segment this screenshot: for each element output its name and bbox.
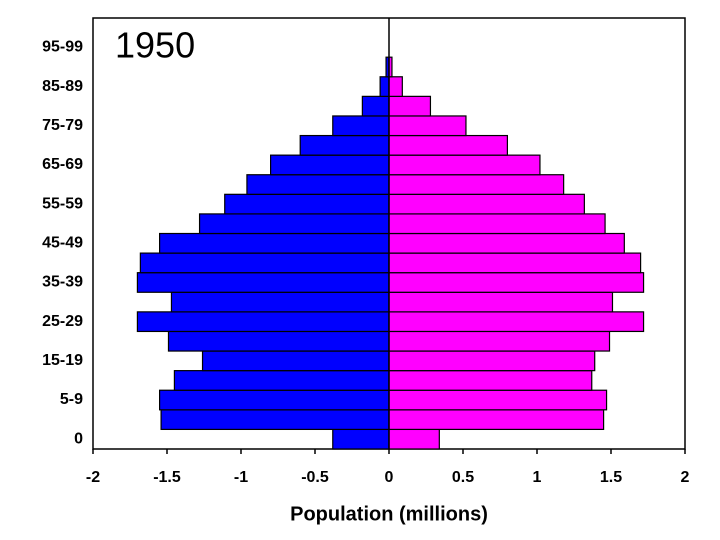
x-tick-label: 2 bbox=[681, 469, 690, 486]
bar bbox=[136, 311, 390, 333]
bar bbox=[388, 272, 645, 293]
x-tick-label: -0.5 bbox=[301, 469, 329, 486]
bar bbox=[246, 174, 390, 195]
bar bbox=[388, 370, 593, 391]
bar bbox=[299, 134, 390, 156]
bar bbox=[388, 154, 541, 176]
bar bbox=[388, 95, 432, 117]
bar bbox=[201, 350, 390, 372]
bar bbox=[388, 409, 605, 431]
bar bbox=[388, 134, 509, 156]
bar bbox=[388, 311, 645, 333]
bar bbox=[388, 428, 440, 450]
bar bbox=[270, 154, 390, 176]
x-tick-label: -2 bbox=[86, 469, 100, 486]
bar bbox=[159, 389, 390, 411]
x-tick-label: 1.5 bbox=[600, 469, 622, 486]
x-axis-label: Population (millions) bbox=[290, 503, 488, 525]
bar bbox=[198, 213, 390, 235]
bar bbox=[388, 350, 596, 372]
bar bbox=[173, 370, 390, 391]
bar bbox=[388, 232, 625, 254]
y-tick-label: 95-99 bbox=[42, 39, 83, 56]
y-tick-label: 5-9 bbox=[60, 391, 83, 408]
y-tick-label: 35-39 bbox=[42, 274, 83, 291]
bar bbox=[388, 193, 585, 215]
bars bbox=[136, 56, 645, 450]
bar bbox=[388, 330, 611, 352]
y-tick-label: 55-59 bbox=[42, 195, 83, 212]
x-tick-label: -1.5 bbox=[153, 469, 181, 486]
x-tick-label: 0.5 bbox=[452, 469, 474, 486]
bar bbox=[139, 252, 390, 274]
bar bbox=[224, 193, 390, 215]
y-tick-label: 85-89 bbox=[42, 78, 83, 95]
y-tick-label: 65-69 bbox=[42, 156, 83, 173]
y-tick-label: 75-79 bbox=[42, 117, 83, 134]
bar bbox=[388, 213, 606, 235]
y-tick-label: 45-49 bbox=[42, 235, 83, 252]
bar bbox=[388, 174, 565, 195]
bar bbox=[136, 272, 390, 293]
y-tick-label: 0 bbox=[74, 430, 83, 447]
bar bbox=[388, 291, 614, 313]
bar bbox=[167, 330, 390, 352]
bar bbox=[388, 252, 642, 274]
bar bbox=[332, 115, 390, 137]
x-tick-label: -1 bbox=[234, 469, 248, 486]
x-tick-label: 1 bbox=[533, 469, 542, 486]
bar bbox=[361, 95, 390, 117]
bar bbox=[159, 232, 390, 254]
bar bbox=[388, 76, 403, 97]
bar bbox=[388, 115, 467, 137]
bar bbox=[332, 428, 390, 450]
bar bbox=[379, 76, 390, 97]
bar bbox=[388, 389, 608, 411]
x-tick-label: 0 bbox=[385, 469, 394, 486]
bar bbox=[170, 291, 390, 313]
bar bbox=[160, 409, 390, 431]
y-tick-label: 25-29 bbox=[42, 313, 83, 330]
y-tick-label: 15-19 bbox=[42, 352, 83, 369]
year-annotation: 1950 bbox=[115, 25, 195, 66]
